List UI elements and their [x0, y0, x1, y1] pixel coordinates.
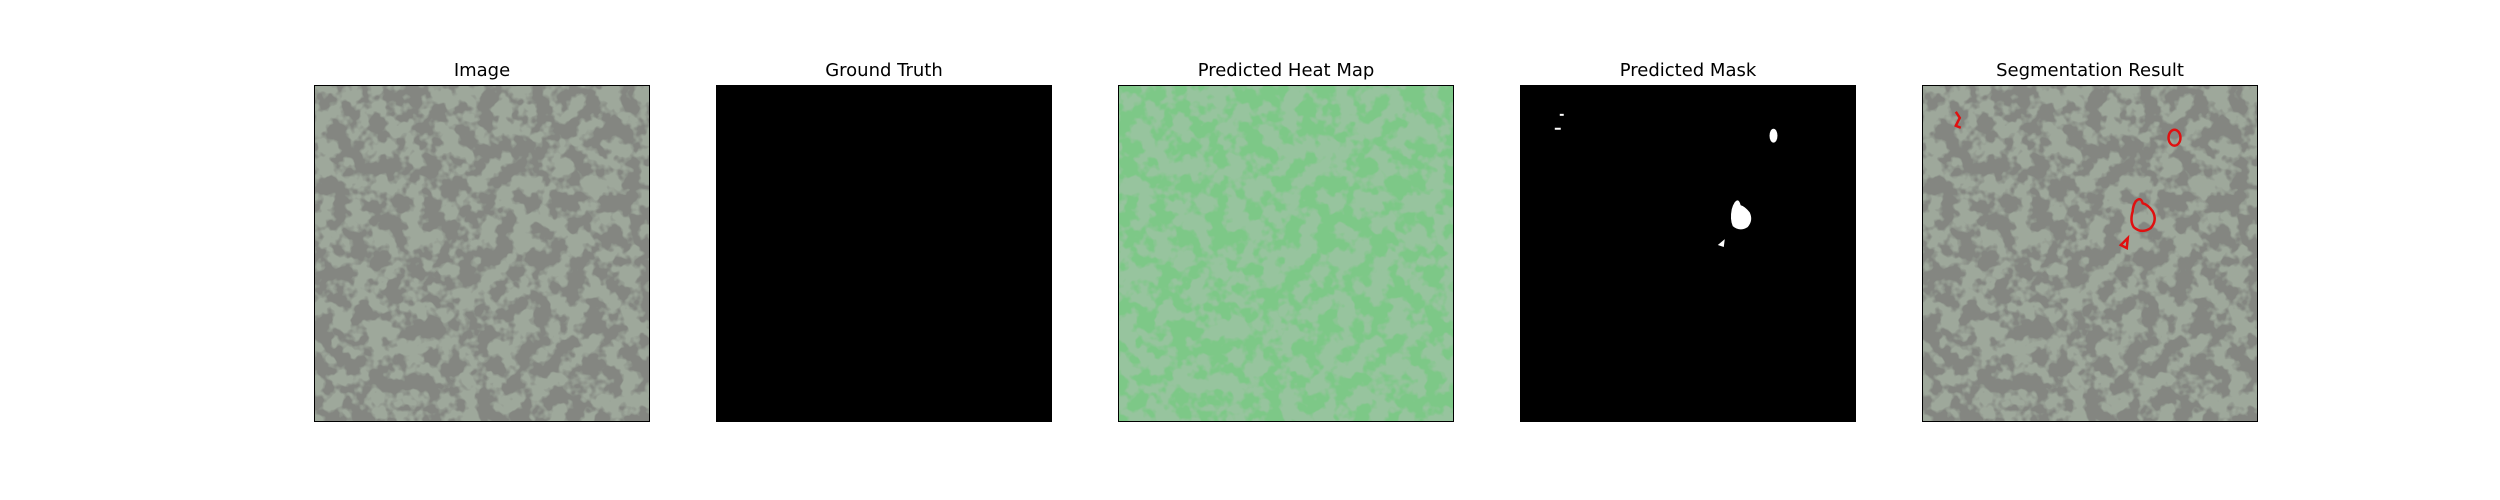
panel-predicted-mask: Predicted Mask: [1520, 0, 1856, 500]
ground-truth-plot: [716, 85, 1052, 422]
predicted-mask-plot: [1520, 85, 1856, 422]
panel-image: Image: [314, 0, 650, 500]
mask-region: [1554, 127, 1561, 130]
panel-title: Predicted Heat Map: [1197, 60, 1375, 81]
texture-image: [315, 86, 649, 421]
contour: [2167, 128, 2182, 147]
predicted-mask-image: [1521, 86, 1855, 421]
mask-region: [1730, 200, 1752, 230]
heat-map-image: [1119, 86, 1453, 421]
panel-segmentation-result: Segmentation Result: [1922, 0, 2258, 500]
segmentation-plot: [1922, 85, 2258, 422]
panel-title: Ground Truth: [825, 60, 943, 81]
contour: [2130, 198, 2156, 233]
panel-ground-truth: Ground Truth: [716, 0, 1052, 500]
mask-region: [1559, 113, 1564, 116]
segmentation-image: [1923, 86, 2257, 421]
contour: [1954, 111, 1962, 129]
panel-title: Image: [453, 60, 511, 81]
panel-title: Predicted Mask: [1619, 60, 1757, 81]
mask-region: [1769, 128, 1778, 143]
ground-truth-mask: [717, 86, 1051, 421]
panel-title: Segmentation Result: [1996, 60, 2184, 81]
image-plot: [314, 85, 650, 422]
mask-region: [1717, 239, 1725, 248]
contour: [2118, 234, 2130, 250]
panel-heat-map: Predicted Heat Map: [1118, 0, 1454, 500]
heat-map-plot: [1118, 85, 1454, 422]
